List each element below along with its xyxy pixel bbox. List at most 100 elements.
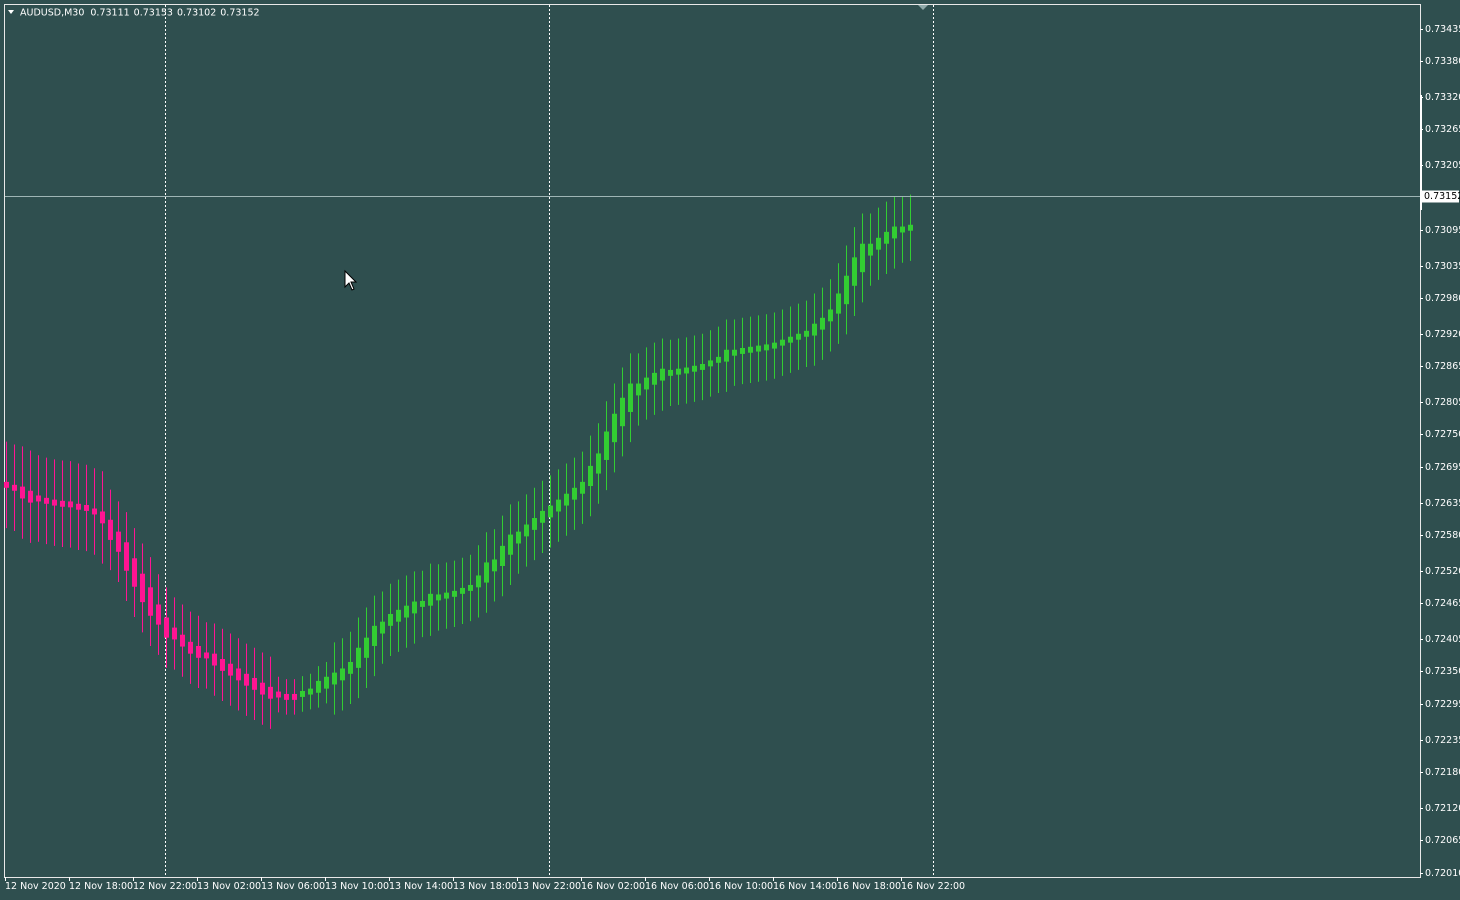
x-tick-label: 13 Nov 06:00 bbox=[261, 881, 325, 892]
candle-body bbox=[820, 317, 825, 330]
candle-body bbox=[460, 587, 465, 594]
candle-body bbox=[228, 663, 233, 676]
candle-body bbox=[388, 613, 393, 626]
candle-body bbox=[364, 637, 369, 658]
candle-body bbox=[148, 587, 153, 616]
shift-marker bbox=[918, 5, 928, 10]
candle-body bbox=[220, 659, 225, 671]
candle-body bbox=[484, 562, 489, 583]
candle-body bbox=[12, 484, 17, 491]
y-tick-label: 0.72635 bbox=[1425, 498, 1460, 509]
candle-body bbox=[212, 653, 217, 666]
candle-body bbox=[668, 369, 673, 376]
y-tick-label: 0.72405 bbox=[1425, 634, 1460, 645]
y-tick-label: 0.72805 bbox=[1425, 397, 1460, 408]
candle-body bbox=[764, 344, 769, 351]
candle-body bbox=[412, 601, 417, 614]
candle-body bbox=[60, 500, 65, 507]
candle-body bbox=[116, 531, 121, 552]
x-tick-label: 16 Nov 06:00 bbox=[645, 881, 709, 892]
symbol-menu-arrow[interactable] bbox=[8, 10, 14, 14]
candle-body bbox=[188, 641, 193, 654]
candle-body bbox=[140, 573, 145, 603]
y-tick-label: 0.72695 bbox=[1425, 462, 1460, 473]
y-tick-label: 0.73035 bbox=[1425, 261, 1460, 272]
x-tick-label: 12 Nov 22:00 bbox=[133, 881, 197, 892]
candle-body bbox=[652, 372, 657, 385]
y-tick-label: 0.72295 bbox=[1425, 699, 1460, 710]
candle-body bbox=[340, 668, 345, 681]
candle-body bbox=[308, 688, 313, 695]
candle-body bbox=[476, 575, 481, 588]
x-tick-label: 12 Nov 18:00 bbox=[69, 881, 133, 892]
header-low: 0.73102 bbox=[177, 7, 216, 18]
candle-body bbox=[492, 559, 497, 572]
y-tick-label: 0.72065 bbox=[1425, 835, 1460, 846]
candle-body bbox=[108, 519, 113, 540]
candle-body bbox=[76, 503, 81, 510]
x-tick-label: 16 Nov 10:00 bbox=[709, 881, 773, 892]
candle-body bbox=[180, 634, 185, 647]
candle-body bbox=[4, 481, 9, 488]
candle-body bbox=[100, 511, 105, 524]
candle-body bbox=[372, 625, 377, 646]
candle-body bbox=[748, 346, 753, 353]
candle-body bbox=[716, 356, 721, 363]
candle-body bbox=[596, 453, 601, 474]
candle-body bbox=[196, 645, 201, 658]
candle-body bbox=[92, 508, 97, 515]
candle-body bbox=[908, 224, 913, 231]
candle-body bbox=[612, 413, 617, 443]
candle-body bbox=[172, 627, 177, 640]
candle-body bbox=[708, 360, 713, 367]
candle-body bbox=[676, 368, 681, 375]
price-tag-label: 0.73152 bbox=[1424, 191, 1460, 202]
candle-body bbox=[356, 647, 361, 668]
candle-body bbox=[500, 545, 505, 566]
candle-body bbox=[580, 481, 585, 494]
candle-body bbox=[420, 600, 425, 607]
candle-body bbox=[780, 339, 785, 346]
candle-body bbox=[620, 397, 625, 427]
candle-body bbox=[68, 501, 73, 508]
candle-body bbox=[604, 431, 609, 460]
symbol: AUDUSD,M30 bbox=[20, 7, 84, 18]
candle-body bbox=[660, 368, 665, 381]
candle-body bbox=[852, 257, 857, 286]
candle-body bbox=[268, 686, 273, 699]
candle-body bbox=[52, 499, 57, 506]
mouse-cursor bbox=[344, 269, 358, 291]
candle-body bbox=[588, 465, 593, 487]
candle-body bbox=[468, 584, 473, 591]
candle-body bbox=[516, 531, 521, 544]
candle-body bbox=[396, 609, 401, 622]
candle-body bbox=[452, 590, 457, 597]
candle-body bbox=[684, 367, 689, 374]
candle-body bbox=[540, 510, 545, 523]
candle-body bbox=[156, 604, 161, 625]
x-tick-label: 16 Nov 02:00 bbox=[581, 881, 645, 892]
candle-body bbox=[636, 383, 641, 396]
x-tick-label: 13 Nov 18:00 bbox=[453, 881, 517, 892]
candle-body bbox=[860, 243, 865, 273]
y-tick-label: 0.73265 bbox=[1425, 124, 1460, 135]
candle-body bbox=[900, 226, 905, 233]
candle-body bbox=[260, 682, 265, 695]
candle-body bbox=[756, 345, 761, 352]
candle-body bbox=[284, 693, 289, 700]
candle-body bbox=[556, 499, 561, 512]
candle-body bbox=[884, 231, 889, 244]
header-close: 0.73152 bbox=[220, 7, 259, 18]
x-tick-label: 16 Nov 18:00 bbox=[837, 881, 901, 892]
candle-body bbox=[252, 677, 257, 690]
candle-body bbox=[740, 347, 745, 354]
candle-body bbox=[204, 652, 209, 659]
